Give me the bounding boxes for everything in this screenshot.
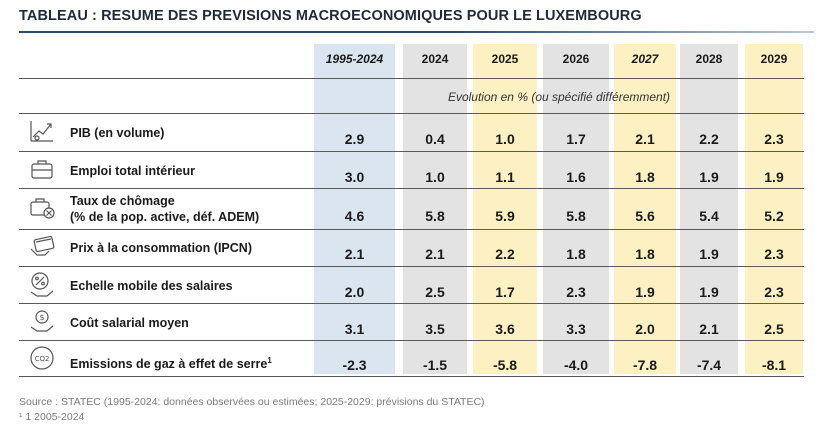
table-cell: 3.0 — [344, 169, 365, 185]
table-cell: -7.4 — [696, 357, 722, 373]
table-cell: -8.1 — [761, 357, 787, 373]
table-cell: 2.2 — [699, 131, 719, 147]
table-cell: 2.3 — [764, 284, 784, 300]
column-header: 2029 — [760, 52, 788, 66]
table-cell: 2.3 — [566, 284, 586, 300]
table-cell: 1.0 — [425, 169, 445, 185]
table-cell: 1.9 — [764, 169, 784, 185]
row-divider — [19, 340, 804, 341]
table-cell: 3.1 — [344, 321, 365, 337]
table-cell: -1.5 — [422, 357, 448, 373]
table-cell: 2.1 — [699, 321, 719, 337]
table-cell: -7.8 — [632, 357, 658, 373]
briefcase-cross-icon — [30, 198, 55, 219]
row-label-sub: (% de la pop. active, déf. ADEM) — [70, 210, 260, 224]
table-cell: 2.0 — [635, 321, 655, 337]
column-header: 2028 — [695, 52, 723, 66]
growth-chart-icon — [30, 121, 53, 142]
percent-hand-icon — [30, 272, 54, 297]
table-cell: 5.8 — [425, 208, 445, 224]
table-cell: 3.6 — [495, 321, 515, 337]
table-cell: -5.8 — [492, 357, 518, 373]
table-cell: 1.6 — [566, 169, 586, 185]
row-label: Taux de chômage — [70, 194, 175, 208]
table-cell: 1.9 — [699, 284, 719, 300]
table-cell: 3.3 — [566, 321, 586, 337]
row-label: PIB (en volume) — [70, 126, 165, 140]
table-cell: 2.1 — [635, 131, 655, 147]
column-header: 2027 — [631, 52, 659, 66]
row-divider — [19, 229, 804, 230]
table-cell: 1.9 — [635, 284, 655, 300]
table-cell: 3.5 — [425, 321, 445, 337]
column-header: 2025 — [491, 52, 519, 66]
table-cell: -2.3 — [342, 357, 367, 373]
row-divider — [19, 303, 804, 304]
briefcase-icon — [31, 160, 53, 179]
table-cell: 2.3 — [764, 246, 784, 262]
row-label: Prix à la consommation (IPCN) — [70, 241, 252, 255]
header-rule — [19, 78, 804, 79]
row-divider — [19, 188, 804, 189]
row-divider — [19, 113, 804, 114]
column-band-2029 — [745, 44, 803, 374]
credit-card-icon — [30, 235, 55, 256]
svg-text:$: $ — [39, 313, 44, 322]
table-cell: 5.8 — [566, 208, 586, 224]
table-cell: 5.6 — [635, 208, 655, 224]
row-divider — [19, 266, 804, 267]
row-label-text: Emissions de gaz à effet de serre — [70, 357, 268, 372]
table-title: TABLEAU : RESUME DES PREVISIONS MACROECO… — [19, 8, 642, 24]
table-cell: 1.9 — [699, 169, 719, 185]
column-band-2025 — [473, 44, 537, 374]
table-cell: 2.0 — [344, 284, 365, 300]
table-cell: 2.2 — [495, 246, 515, 262]
table-cell: 4.6 — [344, 208, 365, 224]
source-note: Source : STATEC (1995-2024: données obse… — [19, 396, 485, 408]
table-cell: -4.0 — [563, 357, 589, 373]
column-band-2026 — [543, 44, 609, 374]
table-cell: 5.4 — [699, 208, 719, 224]
table-cell: 1.8 — [635, 246, 655, 262]
table-cell: 2.9 — [344, 131, 365, 147]
column-header: 1995-2024 — [325, 52, 384, 66]
table-cell: 2.5 — [764, 321, 784, 337]
column-band-2024 — [403, 44, 467, 374]
table-cell: 0.4 — [425, 131, 445, 147]
row-label: Coût salarial moyen — [70, 316, 189, 330]
table-cell: 5.2 — [764, 208, 784, 224]
table-cell: 2.1 — [344, 246, 365, 262]
table-cell: 1.8 — [635, 169, 655, 185]
svg-text:CO2: CO2 — [35, 355, 50, 363]
row-divider — [19, 151, 804, 152]
table-cell: 2.3 — [764, 131, 784, 147]
table-cell: 1.7 — [495, 284, 515, 300]
table-cell: 1.7 — [566, 131, 586, 147]
footnote-marker: 1 — [267, 356, 272, 365]
table-cell: 2.5 — [425, 284, 445, 300]
table-cell: 1.9 — [699, 246, 719, 262]
title-rule — [19, 31, 814, 33]
column-band-2027 — [614, 44, 676, 374]
table-cell: 1.0 — [495, 131, 515, 147]
row-label: Echelle mobile des salaires — [70, 279, 233, 293]
table-cell: 1.8 — [566, 246, 586, 262]
column-header: 2026 — [562, 52, 590, 66]
table-bottom-rule — [19, 376, 804, 377]
co2-cloud-icon: CO2 — [30, 346, 54, 370]
table-cell: 1.1 — [495, 169, 515, 185]
row-label: Emissions de gaz à effet de serre1 — [70, 353, 272, 372]
column-band-2028 — [680, 44, 738, 374]
table-cell: 5.9 — [495, 208, 515, 224]
footnote: ¹ 1 2005-2024 — [19, 411, 85, 423]
row-label: Emploi total intérieur — [70, 164, 196, 178]
coin-hand-icon: $ — [30, 310, 54, 332]
table-cell: 2.1 — [425, 246, 445, 262]
table-subtitle: Evolution en % (ou spécifié différemment… — [447, 90, 671, 104]
column-header: 2024 — [421, 52, 449, 66]
column-band-1995-2024 — [314, 44, 395, 374]
